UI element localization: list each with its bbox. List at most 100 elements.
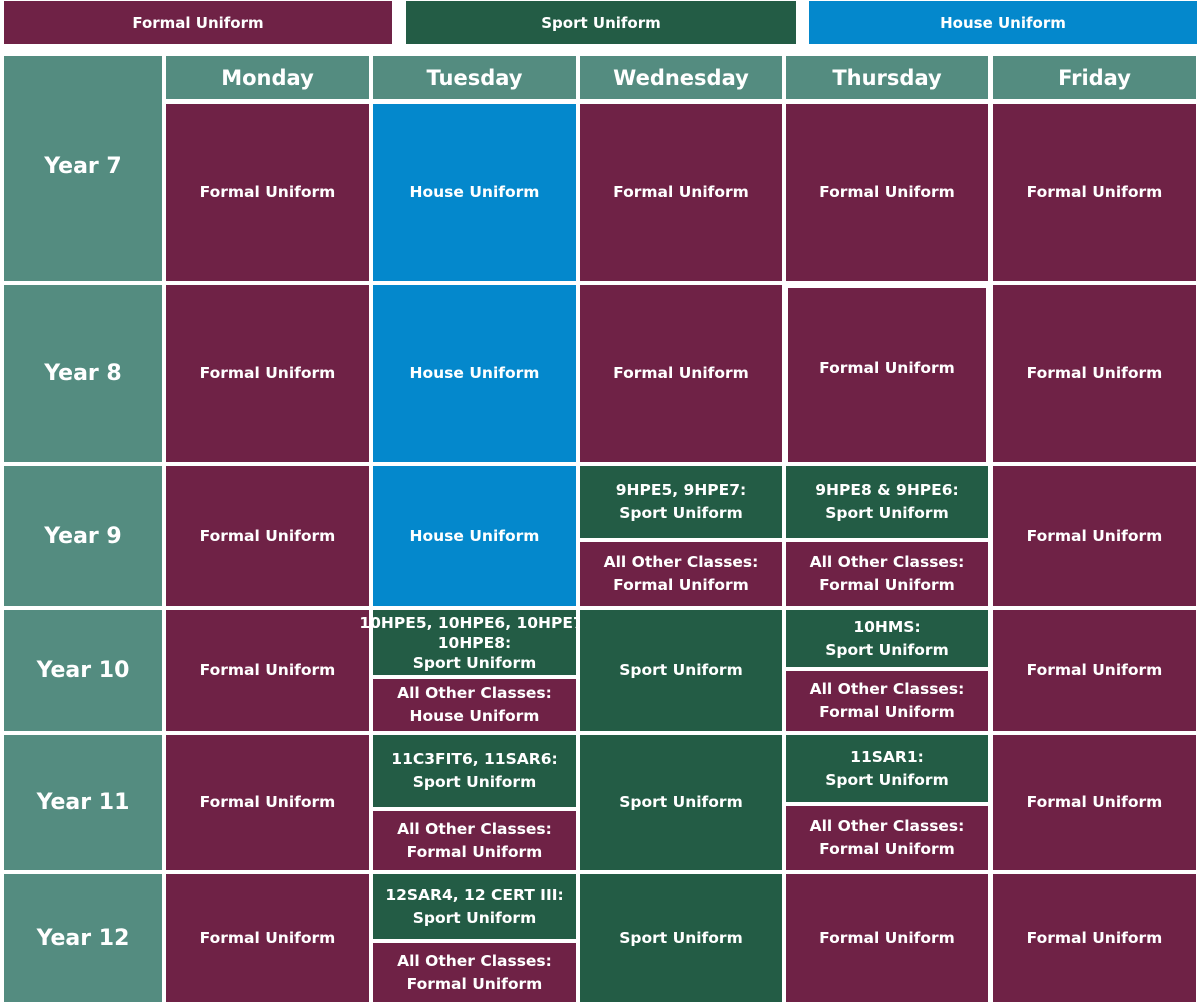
cell-y9-thursday-top: 9HPE8 & 9HPE6: Sport Uniform <box>786 466 988 538</box>
cell-y8-wednesday: Formal Uniform <box>580 285 782 462</box>
legend-formal: Formal Uniform <box>4 1 392 44</box>
year-label-11: Year 11 <box>4 735 162 870</box>
cell-text: House Uniform <box>409 526 540 545</box>
cell-y11-tuesday-bottom: All Other Classes: Formal Uniform <box>373 811 576 870</box>
cell-y11-wednesday: Sport Uniform <box>580 735 782 870</box>
cell-y7-thursday: Formal Uniform <box>786 104 988 281</box>
cell-y9-wednesday-bottom: All Other Classes: Formal Uniform <box>580 542 782 606</box>
cell-text: Year 10 <box>36 658 130 683</box>
cell-text: Formal Uniform <box>199 364 336 382</box>
cell-y10-monday: Formal Uniform <box>166 610 369 731</box>
cell-y7-tuesday: House Uniform <box>373 104 576 281</box>
cell-text: Year 7 <box>44 154 122 179</box>
cell-y10-tuesday-bottom: All Other Classes: House Uniform <box>373 679 576 731</box>
cell-text: All Other Classes: Formal Uniform <box>809 817 965 858</box>
cell-text: Sport Uniform <box>619 928 743 947</box>
cell-y8-thursday: Formal Uniform <box>788 288 986 462</box>
cell-text: House Uniform <box>409 364 540 382</box>
year-label-9: Year 9 <box>4 466 162 606</box>
cell-text: Formal Uniform <box>1026 183 1163 201</box>
cell-y10-thursday-top: 10HMS: Sport Uniform <box>786 610 988 667</box>
legend-house-label: House Uniform <box>940 13 1066 32</box>
cell-y7-wednesday: Formal Uniform <box>580 104 782 281</box>
day-header-tuesday: Tuesday <box>373 56 576 99</box>
cell-y12-tuesday-top: 12SAR4, 12 CERT III: Sport Uniform <box>373 874 576 939</box>
cell-text: Formal Uniform <box>1026 793 1163 811</box>
day-label: Wednesday <box>613 65 749 90</box>
cell-text: Formal Uniform <box>199 661 336 679</box>
cell-text: All Other Classes: Formal Uniform <box>603 553 759 594</box>
cell-y9-wednesday-top: 9HPE5, 9HPE7: Sport Uniform <box>580 466 782 538</box>
cell-text: 11SAR1: Sport Uniform <box>825 747 949 789</box>
day-label: Tuesday <box>426 65 523 90</box>
cell-text: All Other Classes: Formal Uniform <box>809 680 965 721</box>
cell-y11-friday: Formal Uniform <box>993 735 1196 870</box>
cell-text: Formal Uniform <box>613 364 749 382</box>
cell-y12-monday: Formal Uniform <box>166 874 369 1002</box>
cell-text: Formal Uniform <box>199 526 336 545</box>
cell-text: Year 12 <box>36 925 130 951</box>
cell-y7-monday: Formal Uniform <box>166 104 369 281</box>
year-label-10: Year 10 <box>4 610 162 731</box>
cell-text: All Other Classes: Formal Uniform <box>397 951 552 993</box>
cell-text: Formal Uniform <box>199 793 336 811</box>
cell-text: 9HPE5, 9HPE7: Sport Uniform <box>615 481 747 522</box>
cell-y9-tuesday: House Uniform <box>373 466 576 606</box>
cell-y10-friday: Formal Uniform <box>993 610 1196 731</box>
cell-y12-friday: Formal Uniform <box>993 874 1196 1002</box>
cell-text: Formal Uniform <box>1026 928 1163 947</box>
cell-y9-thursday-bottom: All Other Classes: Formal Uniform <box>786 542 988 606</box>
cell-text: Formal Uniform <box>199 183 336 201</box>
cell-text: 10HMS: Sport Uniform <box>825 617 949 659</box>
cell-text: 10HPE5, 10HPE6, 10HPE7, 10HPE8: Sport Un… <box>359 613 590 672</box>
day-label: Thursday <box>832 65 942 90</box>
cell-text: Sport Uniform <box>619 793 743 811</box>
cell-text: Formal Uniform <box>819 928 955 947</box>
cell-text: Year 8 <box>44 361 122 386</box>
cell-text: All Other Classes: Formal Uniform <box>809 553 965 594</box>
cell-text: Year 9 <box>44 523 122 549</box>
cell-text: All Other Classes: House Uniform <box>397 684 552 725</box>
cell-y11-thursday-bottom: All Other Classes: Formal Uniform <box>786 806 988 870</box>
day-label: Monday <box>221 65 314 90</box>
cell-y8-tuesday: House Uniform <box>373 285 576 462</box>
cell-y10-wednesday: Sport Uniform <box>580 610 782 731</box>
legend-house: House Uniform <box>809 1 1197 44</box>
year-label-7: Year 7 <box>4 100 162 281</box>
cell-y12-wednesday: Sport Uniform <box>580 874 782 1002</box>
cell-text: Formal Uniform <box>613 183 749 201</box>
cell-text: Formal Uniform <box>819 358 955 377</box>
day-header-monday: Monday <box>166 56 369 99</box>
cell-text: Formal Uniform <box>1026 661 1163 679</box>
day-header-friday: Friday <box>993 56 1196 99</box>
cell-text: House Uniform <box>409 183 540 201</box>
cell-y10-tuesday-top: 10HPE5, 10HPE6, 10HPE7, 10HPE8: Sport Un… <box>359 610 590 675</box>
year-label-12: Year 12 <box>4 874 162 1002</box>
cell-text: Formal Uniform <box>199 928 336 947</box>
legend-sport-label: Sport Uniform <box>541 13 661 32</box>
year-label-8: Year 8 <box>4 285 162 462</box>
cell-y11-tuesday-top: 11C3FIT6, 11SAR6: Sport Uniform <box>373 735 576 807</box>
day-label: Friday <box>1058 65 1131 90</box>
cell-y12-tuesday-bottom: All Other Classes: Formal Uniform <box>373 943 576 1002</box>
cell-text: 12SAR4, 12 CERT III: Sport Uniform <box>385 885 564 927</box>
cell-text: 9HPE8 & 9HPE6: Sport Uniform <box>815 481 959 522</box>
cell-text: All Other Classes: Formal Uniform <box>397 819 552 861</box>
day-header-thursday: Thursday <box>786 56 988 99</box>
cell-y9-friday: Formal Uniform <box>993 466 1196 606</box>
day-header-wednesday: Wednesday <box>580 56 782 99</box>
cell-y9-monday: Formal Uniform <box>166 466 369 606</box>
cell-text: Formal Uniform <box>819 183 955 201</box>
cell-text: Formal Uniform <box>1026 526 1163 545</box>
cell-y12-thursday: Formal Uniform <box>786 874 988 1002</box>
corner-cell <box>4 56 162 100</box>
cell-y11-thursday-top: 11SAR1: Sport Uniform <box>786 735 988 802</box>
cell-text: Formal Uniform <box>1026 364 1163 382</box>
cell-text: Sport Uniform <box>619 661 743 679</box>
cell-y10-thursday-bottom: All Other Classes: Formal Uniform <box>786 671 988 731</box>
cell-y8-monday: Formal Uniform <box>166 285 369 462</box>
legend-sport: Sport Uniform <box>406 1 796 44</box>
cell-text: 11C3FIT6, 11SAR6: Sport Uniform <box>391 750 558 791</box>
cell-y8-friday: Formal Uniform <box>993 285 1196 462</box>
cell-y11-monday: Formal Uniform <box>166 735 369 870</box>
